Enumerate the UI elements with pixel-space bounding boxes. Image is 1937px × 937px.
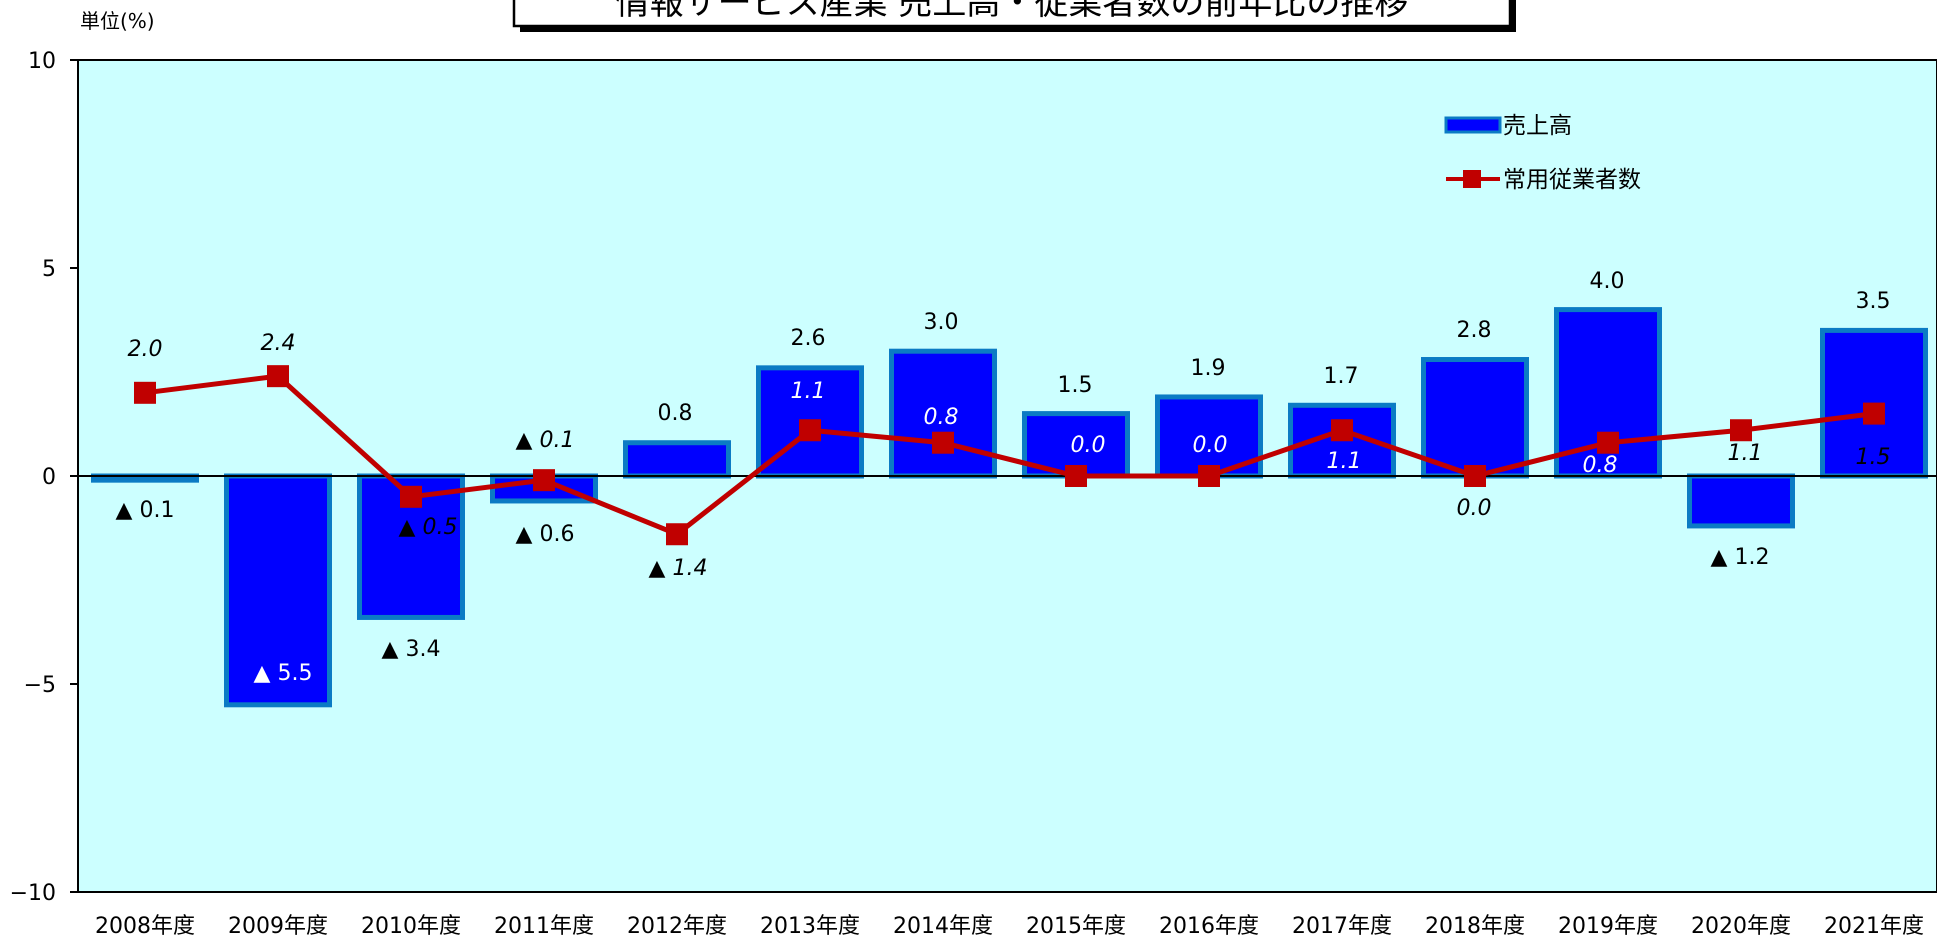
line-marker (932, 431, 954, 454)
bar (623, 440, 731, 479)
line-marker (1331, 419, 1353, 442)
line-value-label: ▲ 0.1 (516, 428, 575, 453)
bar-value-label: ▲ 3.4 (382, 637, 441, 662)
line-value-label: ▲ 1.4 (649, 556, 708, 581)
line-value-label: 0.0 (1071, 433, 1106, 458)
line-value-label: ▲ 0.5 (399, 515, 458, 540)
line-value-label: 0.8 (1583, 453, 1618, 478)
line-marker (1464, 465, 1486, 487)
line-value-label: 1.1 (1728, 441, 1763, 466)
line-path (144, 373, 1875, 537)
bar-value-label: ▲ 0.1 (116, 498, 175, 523)
line-marker (1198, 465, 1220, 487)
line-marker (134, 381, 156, 404)
bar-value-label: 1.9 (1191, 356, 1226, 381)
bar-value-label: 0.8 (658, 401, 693, 426)
bar-value-label: ▲ 1.2 (1711, 545, 1770, 570)
x-tick-label: 2018年度 (1425, 914, 1525, 937)
legend-item-employees: 常用従業者数 (1446, 167, 1641, 193)
bar-value-label: ▲ 0.6 (516, 522, 575, 547)
x-tick-label: 2010年度 (361, 914, 461, 937)
line-marker (1597, 431, 1619, 454)
y-tick-label: −10 (10, 881, 56, 906)
line-value-label: 1.1 (1327, 449, 1362, 474)
y-tick-label: 5 (42, 257, 56, 282)
legend: 売上高 常用従業者数 (1444, 113, 1641, 193)
x-tick-label: 2016年度 (1159, 914, 1259, 937)
line-marker (666, 523, 688, 546)
x-tick-label: 2011年度 (494, 914, 594, 937)
line-marker (400, 485, 422, 508)
x-tick-label: 2013年度 (760, 914, 860, 937)
x-tick-label: 2020年度 (1691, 914, 1791, 937)
y-tick-label: 10 (28, 49, 56, 74)
line-value-label: 0.8 (924, 405, 959, 430)
x-tick-label: 2015年度 (1026, 914, 1126, 937)
x-tick-label: 2008年度 (95, 914, 195, 937)
legend-item-sales: 売上高 (1444, 113, 1572, 139)
legend-label-employees: 常用従業者数 (1503, 167, 1641, 193)
line-marker (1730, 419, 1752, 442)
y-tick-label: 0 (42, 465, 56, 490)
bar-value-label: 2.6 (791, 326, 826, 351)
x-tick-label: 2012年度 (627, 914, 727, 937)
bar-value-label: ▲ 5.5 (254, 661, 313, 686)
bar (889, 348, 997, 479)
bar-value-label: 3.0 (924, 310, 959, 335)
x-tick-label: 2014年度 (893, 914, 993, 937)
employees-line: 2.0 2.4 ▲ 0.5 ▲ 0.1 ▲ 1.4 1.1 0.8 0.0 0.0 1.1 0.0 0… (128, 331, 1891, 581)
line-value-label: 2.0 (128, 337, 163, 362)
line-marker (267, 365, 289, 388)
x-tick-label: 2009年度 (228, 914, 328, 937)
x-tick-label: 2019年度 (1558, 914, 1658, 937)
line-marker (1863, 402, 1885, 425)
line-marker (533, 469, 555, 492)
x-axis: 2008年度 2009年度 2010年度 2011年度 2012年度 2013年度 2014… (95, 914, 1924, 937)
chart-title: 情報サービス産業 売上高・従業者数の前年比の推移 (616, 0, 1409, 23)
x-tick-label: 2021年度 (1824, 914, 1924, 937)
unit-label: 単位(%) (80, 9, 155, 33)
bar (1687, 473, 1795, 529)
bar-value-label: 1.5 (1058, 373, 1093, 398)
bar-value-label: 1.7 (1324, 364, 1359, 389)
bar (1421, 357, 1529, 479)
x-tick-label: 2017年度 (1292, 914, 1392, 937)
legend-label-sales: 売上高 (1503, 113, 1572, 139)
bar-value-label: 2.8 (1457, 318, 1492, 343)
bar-value-label: 3.5 (1856, 289, 1891, 314)
legend-marker-employees (1463, 170, 1481, 188)
line-value-label: 2.4 (261, 331, 296, 356)
line-marker (799, 419, 821, 442)
chart-title-box: 情報サービス産業 売上高・従業者数の前年比の推移 (512, 0, 1516, 32)
y-axis: 10 5 0 −5 −10 (10, 49, 78, 906)
line-marker (1065, 465, 1087, 487)
line-value-label: 1.5 (1856, 445, 1891, 470)
bar-value-label: 4.0 (1590, 269, 1625, 294)
y-tick-label: −5 (24, 673, 56, 698)
legend-swatch-sales (1444, 116, 1502, 134)
sales-bars: ▲ 0.1▲ 5.5▲ 3.4▲ 0.60.82.63.01.51.9 1.72.… (91, 269, 1928, 708)
line-value-label: 0.0 (1193, 433, 1228, 458)
line-value-label: 1.1 (791, 379, 826, 404)
line-value-label: 0.0 (1457, 496, 1492, 521)
